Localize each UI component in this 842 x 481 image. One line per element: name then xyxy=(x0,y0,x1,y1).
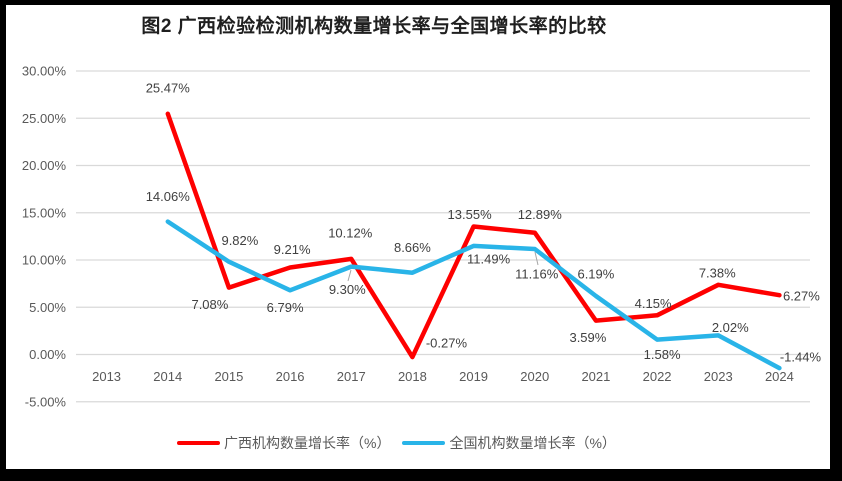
data-label: 2.02% xyxy=(712,320,749,335)
data-label: -1.44% xyxy=(780,350,822,365)
data-label: 25.47% xyxy=(146,80,191,95)
data-label: 8.66% xyxy=(394,240,431,255)
data-label: 4.15% xyxy=(635,296,672,311)
x-tick-label: 2024 xyxy=(765,369,794,384)
y-tick-label: -5.00% xyxy=(25,394,67,409)
y-tick-label: 20.00% xyxy=(22,158,67,173)
x-tick-label: 2017 xyxy=(337,369,366,384)
frame-border-right xyxy=(830,0,842,481)
data-label: 7.08% xyxy=(191,297,228,312)
legend-line-red-icon xyxy=(177,441,220,445)
data-label: 9.82% xyxy=(221,233,258,248)
frame-border-bottom xyxy=(0,469,842,481)
data-label: -0.27% xyxy=(426,336,468,351)
x-tick-label: 2013 xyxy=(92,369,121,384)
data-label: 6.19% xyxy=(577,267,614,282)
data-label: 10.12% xyxy=(328,225,373,240)
data-label: 11.16% xyxy=(515,267,559,282)
series-line-guangxi xyxy=(165,111,782,360)
x-tick-label: 2022 xyxy=(643,369,672,384)
data-label: 11.49% xyxy=(467,251,511,266)
data-label: 1.58% xyxy=(644,347,681,362)
series-line-national xyxy=(165,219,782,371)
data-label: 7.38% xyxy=(699,265,736,280)
y-tick-label: 5.00% xyxy=(29,300,66,315)
data-label: 3.59% xyxy=(569,330,606,345)
x-tick-label: 2018 xyxy=(398,369,427,384)
data-label: 12.89% xyxy=(518,207,563,222)
legend-item-guangxi: 广西机构数量增长率（%） xyxy=(177,433,390,453)
x-tick-label: 2021 xyxy=(581,369,610,384)
frame-border-left xyxy=(0,0,6,481)
label-leader-line xyxy=(347,269,352,282)
data-label: 9.30% xyxy=(329,282,366,297)
legend-label-guangxi: 广西机构数量增长率（%） xyxy=(224,435,391,451)
data-label: 6.79% xyxy=(267,300,304,315)
data-label: 6.27% xyxy=(783,289,820,304)
y-tick-label: 25.00% xyxy=(22,111,67,126)
x-tick-label: 2019 xyxy=(459,369,488,384)
x-tick-label: 2014 xyxy=(153,369,182,384)
legend-label-national: 全国机构数量增长率（%） xyxy=(449,435,616,451)
chart-title: 图2 广西检验检测机构数量增长率与全国增长率的比较 xyxy=(141,16,607,37)
data-label: 9.21% xyxy=(274,242,311,257)
y-tick-label: 30.00% xyxy=(22,64,67,79)
x-tick-label: 2016 xyxy=(276,369,305,384)
data-label: 14.06% xyxy=(146,189,191,204)
y-tick-label: 15.00% xyxy=(22,205,67,220)
x-tick-label: 2020 xyxy=(520,369,549,384)
y-tick-label: 10.00% xyxy=(22,253,67,268)
x-tick-label: 2023 xyxy=(704,369,733,384)
label-leader-line xyxy=(534,251,539,266)
legend-line-blue-icon xyxy=(402,441,446,445)
legend-item-national: 全国机构数量增长率（%） xyxy=(402,433,616,453)
frame-border-top xyxy=(0,0,842,5)
x-tick-label: 2015 xyxy=(214,369,243,384)
legend: 广西机构数量增长率（%） 全国机构数量增长率（%） xyxy=(177,433,616,453)
data-label: 13.55% xyxy=(448,207,493,222)
y-tick-label: 0.00% xyxy=(29,347,66,362)
